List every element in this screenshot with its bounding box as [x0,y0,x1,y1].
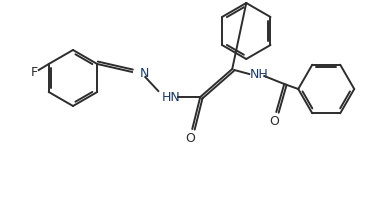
Text: O: O [185,132,195,145]
Text: NH: NH [250,68,269,81]
Text: F: F [31,66,38,79]
Text: HN: HN [162,90,181,103]
Text: N: N [140,66,150,79]
Text: O: O [269,114,279,128]
